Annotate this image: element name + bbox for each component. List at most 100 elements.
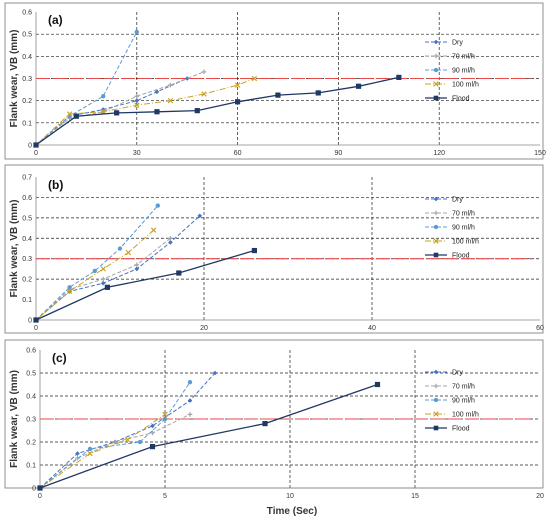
- legend-marker-ml90: [433, 224, 439, 230]
- data-point-flood: [73, 113, 79, 119]
- series-line-ml100: [39, 413, 166, 489]
- x-tick-label: 90: [335, 150, 343, 157]
- legend-marker-ml100: [433, 411, 439, 417]
- series-line-ml100: [35, 229, 154, 321]
- x-tick-label: 30: [133, 150, 141, 157]
- data-point-ml70: [168, 235, 173, 241]
- y-tick-label: 0.5: [22, 215, 32, 222]
- legend-entry-label: Flood: [452, 253, 470, 260]
- data-point-dry: [154, 89, 160, 95]
- legend-entry-label: 90 ml/h: [452, 398, 475, 405]
- legend-marker-ml90: [433, 397, 439, 403]
- data-point-ml90: [134, 29, 139, 35]
- legend-entry-label: 100 ml/h: [452, 239, 479, 246]
- x-tick-label: 15: [411, 493, 419, 500]
- series-line-flood: [35, 76, 400, 146]
- data-point-ml100: [66, 111, 73, 117]
- series-line-ml90: [35, 205, 159, 321]
- x-tick-label: 10: [286, 493, 294, 500]
- y-tick-label: 0.1: [22, 297, 32, 304]
- y-tick-label: 0.4: [26, 394, 36, 401]
- x-tick-label: 0: [34, 150, 38, 157]
- data-point-ml100: [66, 288, 73, 295]
- y-tick-label: 0.3: [26, 417, 36, 424]
- data-point-ml100: [201, 91, 207, 97]
- y-tick-label: 0: [28, 318, 32, 325]
- y-tick-label: 0.2: [22, 277, 32, 284]
- x-tick-label: 150: [534, 150, 546, 157]
- data-point-ml90: [155, 203, 160, 208]
- data-point-ml70: [150, 430, 155, 436]
- legend-marker-flood: [433, 252, 439, 258]
- y-axis-label: Flank wear, VB (mm): [9, 200, 20, 298]
- series-line-flood: [35, 249, 255, 321]
- data-point-ml70: [112, 439, 118, 445]
- legend-marker-ml90: [433, 67, 439, 73]
- legend-entry-label: 70 ml/h: [452, 54, 475, 61]
- data-point-flood: [176, 270, 182, 276]
- legend-entry-label: 90 ml/h: [452, 225, 475, 232]
- legend-entry-label: Flood: [452, 96, 470, 103]
- data-point-flood: [262, 421, 268, 427]
- data-point-ml100: [234, 82, 241, 88]
- series-line-dry: [35, 215, 201, 321]
- chart-panel-1: 0 0.1 0.2 0.3 0.4 0.5 0.6 0 30 60 90 120 150 (a) Dry 70…: [4, 2, 546, 160]
- series-line-dry: [39, 372, 216, 489]
- panel-label: (a): [48, 13, 63, 27]
- data-point-ml90: [187, 380, 193, 385]
- data-point-ml70: [134, 93, 140, 99]
- data-point-ml90: [137, 439, 143, 445]
- y-tick-label: 0.6: [22, 10, 32, 17]
- data-point-flood: [114, 110, 120, 116]
- legend-marker-flood: [433, 95, 439, 101]
- x-tick-label: 5: [163, 493, 167, 500]
- data-point-dry: [184, 76, 190, 81]
- x-tick-label: 0: [34, 325, 38, 332]
- data-point-ml100: [125, 249, 132, 256]
- data-point-ml70: [201, 69, 207, 75]
- data-point-flood: [251, 247, 257, 254]
- x-axis-label: Time (Sec): [267, 506, 317, 517]
- data-point-flood: [374, 381, 381, 388]
- legend-marker-ml70: [433, 383, 439, 389]
- data-point-dry: [75, 451, 80, 456]
- y-tick-label: 0.4: [22, 54, 32, 61]
- y-axis-label: Flank wear, VB (mm): [9, 30, 20, 128]
- legend-entry-label: 70 ml/h: [452, 211, 475, 218]
- y-tick-label: 0: [32, 486, 36, 493]
- x-tick-label: 120: [433, 150, 445, 157]
- data-point-flood: [315, 90, 321, 96]
- legend-marker-ml70: [433, 210, 439, 216]
- data-point-flood: [275, 92, 281, 98]
- panel-border: [4, 2, 544, 160]
- data-point-ml100: [100, 266, 106, 272]
- y-tick-label: 0.5: [26, 371, 36, 378]
- data-point-dry: [134, 98, 140, 103]
- data-point-ml70: [134, 262, 140, 268]
- legend-marker-dry: [433, 369, 439, 375]
- y-tick-label: 0.2: [22, 98, 32, 105]
- panel-label: (b): [48, 178, 63, 192]
- data-point-ml100: [87, 450, 93, 457]
- series-line-ml100: [35, 78, 255, 146]
- y-tick-label: 0.6: [22, 195, 32, 202]
- x-tick-label: 20: [536, 493, 544, 500]
- panel-border: [4, 164, 544, 334]
- data-point-flood: [149, 444, 156, 450]
- legend-marker-ml100: [433, 81, 439, 87]
- data-point-ml100: [150, 227, 157, 233]
- data-point-flood: [194, 108, 200, 114]
- data-point-ml90: [117, 246, 123, 251]
- data-point-ml90: [92, 268, 97, 274]
- data-point-flood: [355, 83, 362, 89]
- x-tick-label: 60: [536, 325, 544, 332]
- data-point-flood: [396, 74, 402, 80]
- data-point-dry: [150, 423, 155, 429]
- x-tick-label: 40: [368, 325, 376, 332]
- y-tick-label: 0.4: [22, 236, 32, 243]
- y-tick-label: 0.2: [26, 440, 36, 447]
- y-tick-label: 0: [28, 143, 32, 150]
- data-point-dry: [168, 240, 173, 245]
- series-line-ml70: [39, 413, 191, 489]
